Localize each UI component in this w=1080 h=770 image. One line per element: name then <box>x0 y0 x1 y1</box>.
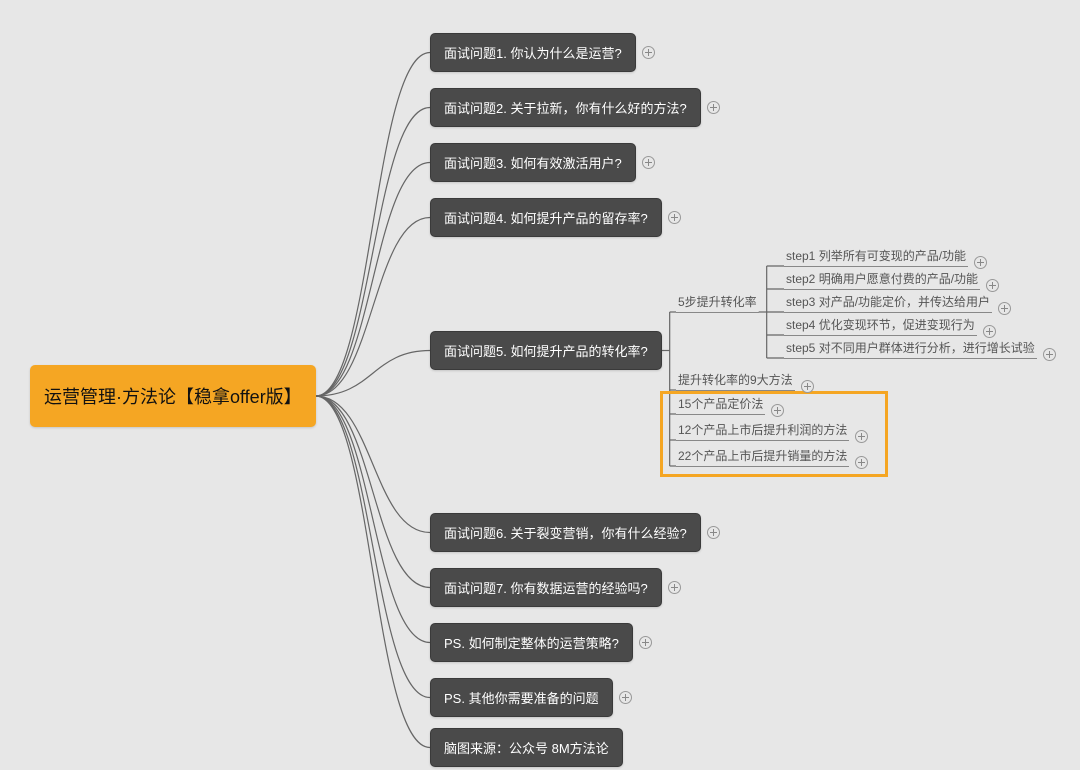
expand-icon-q4[interactable] <box>668 211 681 224</box>
expand-icon-c5[interactable] <box>855 456 868 469</box>
l3-node-s1[interactable]: step1 列举所有可变现的产品/功能 <box>784 247 968 267</box>
l1-node-ps2[interactable]: PS. 其他你需要准备的问题 <box>430 678 613 717</box>
root-node[interactable]: 运营管理·方法论【稳拿offer版】 <box>30 365 316 427</box>
expand-icon-ps2[interactable] <box>619 691 632 704</box>
l1-node-src[interactable]: 脑图来源：公众号 8M方法论 <box>430 728 623 767</box>
l2-node-c2[interactable]: 提升转化率的9大方法 <box>676 371 795 391</box>
l3-node-s2[interactable]: step2 明确用户愿意付费的产品/功能 <box>784 270 980 290</box>
l3-node-s3[interactable]: step3 对产品/功能定价，并传达给用户 <box>784 293 992 313</box>
l1-node-q7[interactable]: 面试问题7. 你有数据运营的经验吗? <box>430 568 662 607</box>
l1-node-q2[interactable]: 面试问题2. 关于拉新，你有什么好的方法? <box>430 88 701 127</box>
expand-icon-q6[interactable] <box>707 526 720 539</box>
l2-node-c4[interactable]: 12个产品上市后提升利润的方法 <box>676 421 849 441</box>
l2-node-c1[interactable]: 5步提升转化率 <box>676 293 759 313</box>
expand-icon-ps1[interactable] <box>639 636 652 649</box>
l1-node-q3[interactable]: 面试问题3. 如何有效激活用户? <box>430 143 636 182</box>
expand-icon-c4[interactable] <box>855 430 868 443</box>
expand-icon-q1[interactable] <box>642 46 655 59</box>
l1-node-q4[interactable]: 面试问题4. 如何提升产品的留存率? <box>430 198 662 237</box>
l1-node-q1[interactable]: 面试问题1. 你认为什么是运营? <box>430 33 636 72</box>
expand-icon-s1[interactable] <box>974 256 987 269</box>
expand-icon-q2[interactable] <box>707 101 720 114</box>
mindmap-stage: 运营管理·方法论【稳拿offer版】 面试问题1. 你认为什么是运营? 面试问题2… <box>0 0 1080 770</box>
expand-icon-c3[interactable] <box>771 404 784 417</box>
l3-node-s4[interactable]: step4 优化变现环节，促进变现行为 <box>784 316 977 336</box>
l2-node-c5[interactable]: 22个产品上市后提升销量的方法 <box>676 447 849 467</box>
l1-node-q6[interactable]: 面试问题6. 关于裂变营销，你有什么经验? <box>430 513 701 552</box>
l2-node-c3[interactable]: 15个产品定价法 <box>676 395 765 415</box>
expand-icon-s2[interactable] <box>986 279 999 292</box>
expand-icon-q3[interactable] <box>642 156 655 169</box>
l1-node-ps1[interactable]: PS. 如何制定整体的运营策略? <box>430 623 633 662</box>
expand-icon-s4[interactable] <box>983 325 996 338</box>
expand-icon-s5[interactable] <box>1043 348 1056 361</box>
expand-icon-s3[interactable] <box>998 302 1011 315</box>
l3-node-s5[interactable]: step5 对不同用户群体进行分析，进行增长试验 <box>784 339 1037 359</box>
expand-icon-q7[interactable] <box>668 581 681 594</box>
expand-icon-c2[interactable] <box>801 380 814 393</box>
l1-node-q5[interactable]: 面试问题5. 如何提升产品的转化率? <box>430 331 662 370</box>
